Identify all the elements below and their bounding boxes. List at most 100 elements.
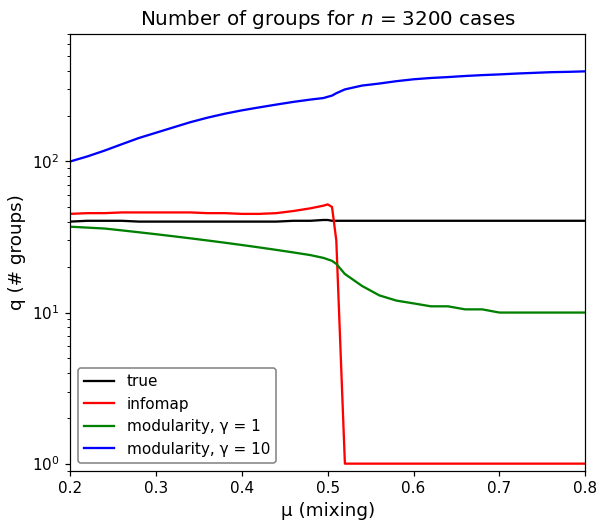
modularity, γ = 10 bbox=[187, 119, 194, 125]
modularity, γ = 1 bbox=[548, 309, 555, 316]
infomap bbox=[376, 460, 383, 467]
modularity, γ = 10 bbox=[238, 107, 246, 114]
infomap bbox=[496, 460, 503, 467]
modularity, γ = 10 bbox=[564, 69, 572, 75]
modularity, γ = 10 bbox=[273, 101, 280, 108]
modularity, γ = 1 bbox=[320, 254, 327, 261]
Line: modularity, γ = 1: modularity, γ = 1 bbox=[70, 227, 585, 313]
modularity, γ = 1 bbox=[83, 224, 91, 231]
modularity, γ = 1 bbox=[513, 309, 520, 316]
true bbox=[341, 218, 348, 224]
infomap bbox=[530, 460, 537, 467]
modularity, γ = 1 bbox=[427, 303, 434, 309]
modularity, γ = 10 bbox=[324, 93, 332, 100]
modularity, γ = 1 bbox=[479, 306, 486, 313]
modularity, γ = 10 bbox=[393, 78, 400, 84]
modularity, γ = 1 bbox=[333, 261, 340, 267]
true bbox=[564, 218, 572, 224]
infomap bbox=[324, 201, 332, 208]
true bbox=[376, 218, 383, 224]
true bbox=[444, 218, 451, 224]
infomap bbox=[444, 460, 451, 467]
modularity, γ = 10 bbox=[290, 99, 297, 105]
modularity, γ = 1 bbox=[169, 233, 177, 239]
true bbox=[67, 219, 74, 225]
true bbox=[329, 218, 336, 224]
infomap bbox=[169, 209, 177, 215]
infomap bbox=[341, 460, 348, 467]
modularity, γ = 10 bbox=[169, 124, 177, 130]
infomap bbox=[410, 460, 417, 467]
modularity, γ = 1 bbox=[358, 283, 365, 289]
infomap bbox=[67, 211, 74, 217]
modularity, γ = 1 bbox=[376, 292, 383, 298]
infomap bbox=[204, 210, 211, 216]
modularity, γ = 10 bbox=[581, 68, 589, 74]
infomap bbox=[513, 460, 520, 467]
true bbox=[513, 218, 520, 224]
modularity, γ = 10 bbox=[152, 129, 160, 136]
modularity, γ = 1 bbox=[307, 252, 314, 258]
true bbox=[255, 219, 263, 225]
true bbox=[307, 218, 314, 224]
modularity, γ = 1 bbox=[530, 309, 537, 316]
modularity, γ = 1 bbox=[101, 225, 108, 232]
infomap bbox=[307, 205, 314, 211]
modularity, γ = 1 bbox=[410, 300, 417, 307]
modularity, γ = 1 bbox=[393, 297, 400, 304]
true bbox=[187, 219, 194, 225]
true bbox=[320, 217, 327, 223]
true bbox=[169, 219, 177, 225]
infomap bbox=[152, 209, 160, 215]
modularity, γ = 10 bbox=[479, 72, 486, 78]
true bbox=[221, 219, 228, 225]
infomap bbox=[290, 208, 297, 214]
modularity, γ = 10 bbox=[221, 110, 228, 117]
modularity, γ = 10 bbox=[410, 76, 417, 82]
modularity, γ = 10 bbox=[255, 104, 263, 110]
modularity, γ = 1 bbox=[67, 223, 74, 230]
modularity, γ = 1 bbox=[341, 271, 348, 277]
true bbox=[548, 218, 555, 224]
true bbox=[333, 218, 340, 224]
infomap bbox=[135, 209, 142, 215]
infomap bbox=[118, 209, 125, 215]
infomap bbox=[333, 237, 340, 243]
modularity, γ = 1 bbox=[204, 237, 211, 243]
infomap bbox=[187, 209, 194, 215]
modularity, γ = 1 bbox=[187, 235, 194, 241]
infomap bbox=[255, 211, 263, 217]
modularity, γ = 1 bbox=[329, 258, 336, 264]
infomap bbox=[101, 210, 108, 216]
modularity, γ = 1 bbox=[462, 306, 469, 313]
infomap bbox=[329, 204, 336, 210]
modularity, γ = 10 bbox=[307, 97, 314, 103]
infomap bbox=[479, 460, 486, 467]
modularity, γ = 1 bbox=[564, 309, 572, 316]
modularity, γ = 1 bbox=[273, 247, 280, 253]
modularity, γ = 1 bbox=[255, 244, 263, 251]
modularity, γ = 10 bbox=[341, 86, 348, 92]
modularity, γ = 1 bbox=[324, 256, 332, 262]
modularity, γ = 10 bbox=[530, 70, 537, 76]
true bbox=[238, 219, 246, 225]
Line: infomap: infomap bbox=[70, 204, 585, 464]
true bbox=[135, 219, 142, 225]
infomap bbox=[83, 210, 91, 216]
modularity, γ = 10 bbox=[320, 95, 327, 101]
modularity, γ = 10 bbox=[204, 115, 211, 121]
modularity, γ = 1 bbox=[152, 231, 160, 238]
true bbox=[410, 218, 417, 224]
modularity, γ = 10 bbox=[513, 70, 520, 77]
true bbox=[324, 217, 332, 223]
modularity, γ = 1 bbox=[496, 309, 503, 316]
infomap bbox=[462, 460, 469, 467]
true bbox=[273, 219, 280, 225]
modularity, γ = 10 bbox=[462, 73, 469, 79]
modularity, γ = 1 bbox=[118, 227, 125, 233]
modularity, γ = 10 bbox=[83, 153, 91, 159]
modularity, γ = 10 bbox=[135, 135, 142, 141]
true bbox=[496, 218, 503, 224]
modularity, γ = 1 bbox=[135, 229, 142, 235]
Line: modularity, γ = 10: modularity, γ = 10 bbox=[70, 71, 585, 162]
